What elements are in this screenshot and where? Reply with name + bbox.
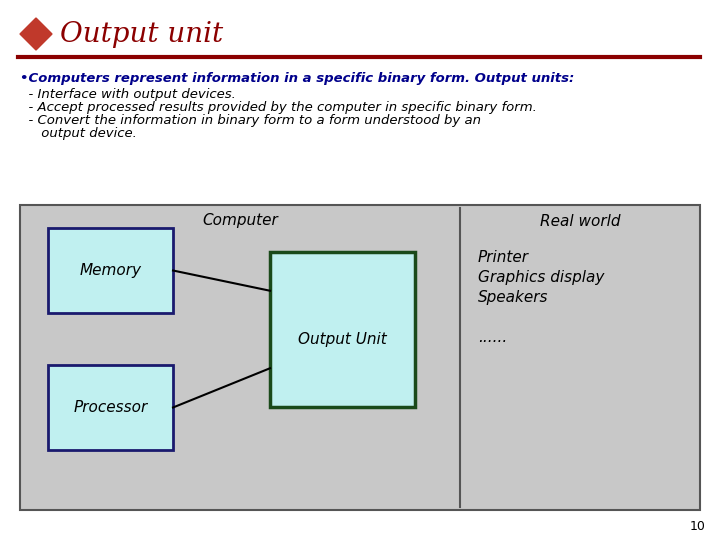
Text: Graphics display: Graphics display (478, 270, 604, 285)
Text: - Accept processed results provided by the computer in specific binary form.: - Accept processed results provided by t… (20, 101, 537, 114)
Text: Processor: Processor (73, 400, 148, 415)
Text: - Interface with output devices.: - Interface with output devices. (20, 88, 236, 101)
Bar (270, 252, 415, 407)
Bar (48, 365, 173, 450)
Text: Memory: Memory (79, 263, 142, 278)
Text: output device.: output device. (20, 127, 137, 140)
Bar (48, 228, 173, 313)
Bar (20, 205, 700, 510)
Text: Speakers: Speakers (478, 290, 549, 305)
Text: Computer: Computer (202, 213, 278, 228)
Text: Output Unit: Output Unit (298, 332, 387, 347)
Text: •Computers represent information in a specific binary form. Output units:: •Computers represent information in a sp… (20, 72, 575, 85)
Text: Output unit: Output unit (60, 21, 223, 48)
Text: - Convert the information in binary form to a form understood by an: - Convert the information in binary form… (20, 114, 481, 127)
Text: ......: ...... (478, 330, 508, 345)
Text: 10: 10 (690, 520, 706, 533)
Polygon shape (20, 18, 52, 50)
Text: Printer: Printer (478, 250, 529, 265)
Text: Real world: Real world (540, 213, 620, 228)
